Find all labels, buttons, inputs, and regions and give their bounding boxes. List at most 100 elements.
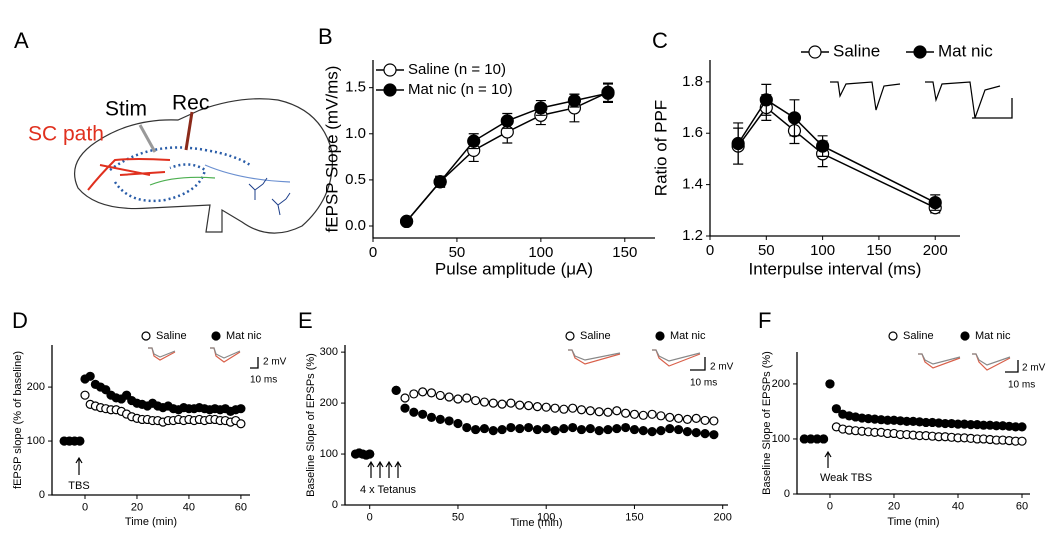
data-point [585,423,595,434]
data-point [523,401,534,411]
legend-label: Mat nic (n = 10) [408,81,513,98]
data-point [568,422,578,433]
data-point [647,409,657,419]
y-tick-label: 1.2 [682,227,703,244]
data-point [75,436,85,446]
data-point [731,136,745,151]
data-point [700,429,710,439]
data-point [497,399,507,409]
data-point [121,390,132,400]
mossy-fibers [149,176,216,186]
data-point [787,111,802,125]
axis [709,60,960,237]
data-point [471,424,481,435]
data-point [391,385,401,395]
data-point [550,426,560,436]
legend-marker [960,331,970,341]
legend-marker [383,83,397,97]
y-tick-label: 300 [320,346,338,358]
data-point [399,214,414,228]
panel-label: E [298,308,313,333]
x-axis-label: Time (min) [125,516,177,528]
data-point [409,407,419,417]
data-point [462,393,472,403]
data-point [576,424,587,435]
data-point [629,424,640,435]
annotation: TBS [68,480,89,492]
data-point [541,402,551,412]
sc-path-lines [87,158,171,191]
data-point [709,416,719,426]
legend-marker [211,331,221,341]
y-tick-label: 1.8 [682,73,703,90]
legend-label: Saline [156,330,187,342]
arrow [824,450,832,468]
x-axis-label: Time (min) [510,517,562,529]
panel-label: A [14,28,29,53]
data-point [656,426,666,436]
x-tick-label: 0 [369,244,377,261]
y-tick-label: 0 [784,488,790,500]
x-tick-label: 100 [537,512,555,524]
data-point [236,419,246,429]
data-point [409,389,419,399]
y-tick-label: 0 [332,499,338,511]
y-tick-label: 0.0 [345,217,366,234]
legend-label: Saline [833,41,880,60]
slice-outline [74,98,334,234]
x-tick-label: 50 [449,244,466,261]
data-point [567,93,582,108]
data-point [453,418,463,429]
data-point [612,423,622,434]
data-point [532,402,542,412]
y-axis-label: fEPSP slope (% of baseline) [12,351,24,489]
legend-marker [655,331,665,341]
data-point [506,422,516,433]
y-tick-label: 1.0 [345,125,366,142]
y-tick-label: 1.4 [682,176,703,193]
data-point [928,195,942,210]
data-point [453,394,463,404]
data-point [532,424,542,435]
data-point [594,426,604,436]
legend-label: Mat nic [670,330,706,342]
y-axis-label: fEPSP Slope (mV/ms) [322,66,341,233]
data-point [515,423,525,434]
neurons [248,177,291,216]
y-tick-label: 200 [27,381,45,393]
panel-label: F [758,308,771,333]
data-point [682,427,693,437]
y-tick-label: 100 [320,448,338,460]
x-tick-label: 100 [810,242,835,259]
legend-marker [565,331,575,341]
data-point [682,414,693,424]
data-point [400,393,410,403]
data-point [479,397,490,407]
scale-bar-label: 2 mV [710,362,734,373]
epsp-traces [148,347,1019,373]
x-tick-label: 100 [528,244,553,261]
legend-marker [888,331,898,341]
data-point [426,412,437,422]
data-point [534,101,548,115]
legend-marker [383,63,397,77]
legend-label: Mat nic [975,330,1011,342]
data-point [647,427,657,437]
data-point [1017,436,1027,446]
legend-label: Mat nic [226,330,262,342]
data-point [444,392,454,402]
legend-marker [913,45,927,59]
data-point [506,398,516,408]
data-point [236,404,246,414]
data-point [541,423,551,434]
panel-label: C [652,28,668,53]
data-point [365,449,375,459]
y-tick-label: 1.6 [682,124,703,141]
data-point [488,426,498,436]
data-point [665,412,675,422]
x-tick-label: 0 [367,512,373,524]
legend-label: Mat nic [938,41,993,60]
data-point [638,410,648,420]
data-point [500,114,514,128]
data-point [825,379,835,389]
